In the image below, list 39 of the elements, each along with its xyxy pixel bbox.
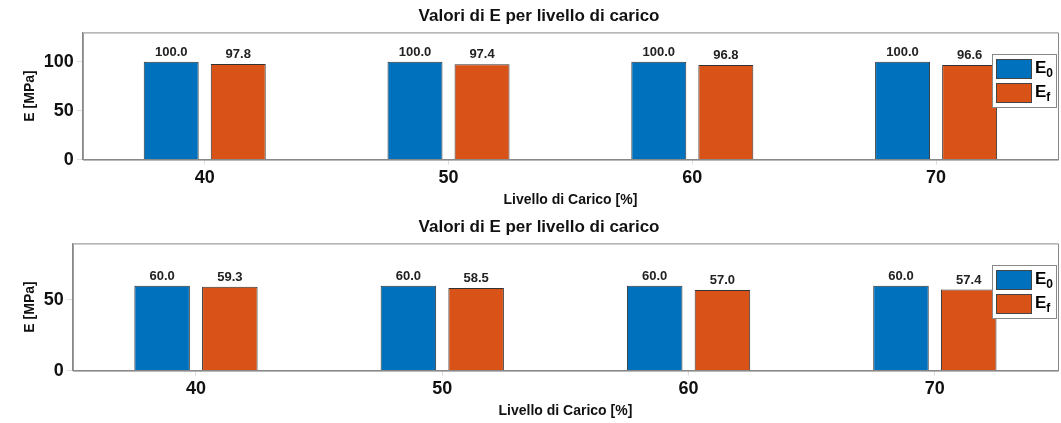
x-tick-label: 60 — [682, 167, 703, 188]
x-tick-label: 70 — [924, 378, 945, 399]
y-tick-label: 0 — [53, 359, 64, 380]
x-axis-title: Livello di Carico [%] — [498, 402, 633, 419]
y-axis-title: E [MPa] — [21, 70, 38, 122]
data-label: 100.0 — [886, 43, 919, 59]
legend-label: E$_{0}$ — [1034, 58, 1053, 81]
data-label: 60.0 — [149, 267, 175, 283]
data-label: 100.0 — [154, 43, 188, 59]
data-label: 96.6 — [956, 47, 983, 63]
y-axis-title: E [MPa] — [21, 281, 38, 333]
data-label: 60.0 — [642, 267, 668, 283]
data-label: 57.4 — [956, 271, 983, 287]
data-label: 97.8 — [225, 45, 251, 61]
y-tick-label: 50 — [53, 99, 74, 120]
x-tick-label: 50 — [438, 167, 459, 188]
data-label: 60.0 — [888, 267, 914, 283]
chart-title: Valori di E per livello di carico — [418, 216, 660, 236]
x-tick-label: 70 — [926, 167, 947, 188]
x-tick-label: 40 — [194, 167, 215, 188]
data-label: 100.0 — [642, 43, 676, 59]
x-tick-label: 60 — [678, 378, 699, 399]
chart-title: Valori di E per livello di carico — [418, 5, 660, 25]
data-label: 57.0 — [709, 272, 736, 288]
legend-label: E$_{0}$ — [1034, 269, 1053, 292]
legend-label: E$_{f}$ — [1034, 293, 1051, 316]
x-tick-label: 40 — [185, 378, 206, 399]
data-label: 58.5 — [463, 270, 489, 285]
x-axis-title: Livello di Carico [%] — [503, 191, 638, 208]
data-label: 100.0 — [398, 43, 432, 59]
legend-label: E$_{f}$ — [1034, 82, 1051, 105]
data-label: 97.4 — [469, 46, 496, 62]
y-tick-label: 0 — [63, 148, 74, 169]
x-tick-label: 50 — [432, 378, 453, 399]
y-tick-label: 50 — [43, 288, 64, 309]
data-label: 59.3 — [217, 268, 243, 284]
y-tick-label: 100 — [43, 50, 74, 71]
data-label: 60.0 — [395, 267, 422, 283]
data-label: 96.8 — [713, 46, 739, 62]
